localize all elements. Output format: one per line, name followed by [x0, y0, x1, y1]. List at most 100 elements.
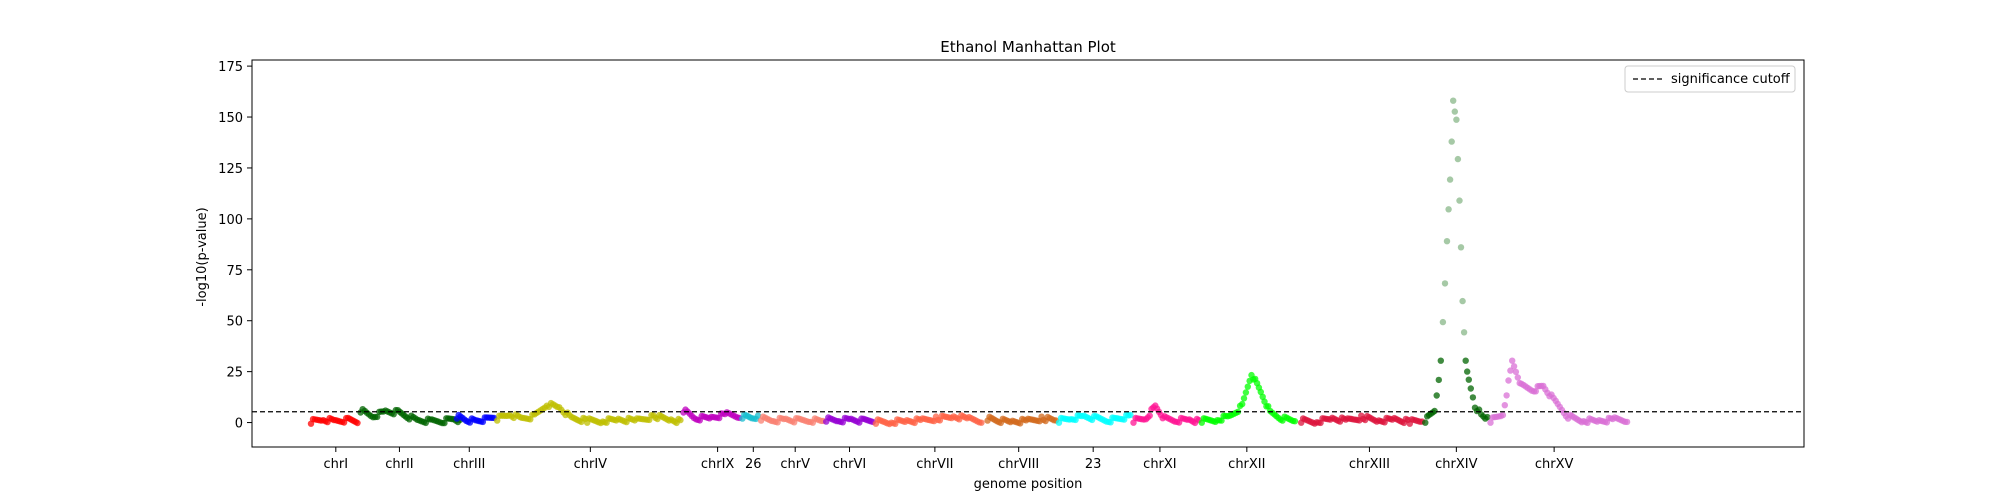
data-point	[1218, 417, 1225, 424]
y-tick-label: 75	[226, 264, 243, 279]
data-point	[1499, 411, 1507, 419]
y-ticks: 0 25 50 75 100 125 150 175	[218, 60, 252, 432]
x-tick-label: chrXV	[1535, 457, 1574, 472]
data-point	[1514, 374, 1522, 381]
data-point	[1448, 138, 1455, 145]
data-point	[1460, 329, 1468, 336]
data-point	[1507, 367, 1514, 374]
data-point	[1435, 376, 1443, 384]
x-tick-label: chrXI	[1143, 457, 1176, 472]
data-point	[1242, 389, 1250, 396]
data-point	[1244, 383, 1252, 390]
data-point	[1433, 392, 1440, 399]
data-point	[1240, 395, 1248, 402]
series-chrVIII	[984, 413, 1060, 427]
data-point	[1431, 407, 1438, 415]
data-point	[1532, 388, 1540, 395]
series-26	[739, 411, 762, 423]
x-tick-label: chrI	[324, 457, 349, 472]
data-point	[1257, 388, 1265, 396]
series-chrXII	[1198, 371, 1299, 426]
data-point	[1456, 197, 1463, 204]
x-axis-label: genome position	[974, 477, 1083, 492]
series-chrVII	[872, 412, 985, 428]
data-point	[1503, 392, 1510, 399]
series-chrIV	[494, 399, 684, 427]
x-tick-label: chrIX	[701, 457, 735, 472]
data-point	[1512, 368, 1520, 376]
data-point	[1484, 413, 1491, 421]
data-point	[1146, 412, 1153, 419]
series-chrII	[357, 406, 464, 427]
chart-title: Ethanol Manhattan Plot	[940, 38, 1116, 56]
data-point	[1623, 418, 1631, 426]
data-point	[1441, 280, 1449, 287]
data-point	[1422, 419, 1429, 426]
x-tick-label: chrV	[780, 457, 810, 472]
data-point	[1501, 402, 1509, 409]
series-chrXI	[1130, 402, 1202, 427]
legend-box	[1624, 65, 1796, 93]
y-tick-label: 100	[218, 213, 243, 228]
x-tick-label: chrVIII	[998, 457, 1039, 472]
data-point	[1239, 400, 1246, 408]
plot-frame	[251, 59, 1805, 448]
y-tick-label: 125	[218, 162, 243, 177]
data-point	[1291, 418, 1299, 425]
x-ticks: chrI chrII chrIII chrIV chrIX 26 chrV chrVI chrV…	[324, 447, 1574, 472]
data-point	[1453, 116, 1460, 123]
data-point	[1439, 318, 1447, 326]
data-point	[1462, 357, 1469, 364]
data-point	[1465, 376, 1473, 383]
y-tick-label: 150	[218, 111, 243, 126]
data-point	[1509, 357, 1516, 364]
y-axis-label: -log10(p-value)	[195, 207, 210, 306]
data-point	[1259, 393, 1266, 400]
x-tick-label: chrIV	[574, 457, 608, 472]
data-point	[1450, 97, 1457, 104]
y-tick-label: 0	[235, 417, 243, 432]
data-point	[1487, 419, 1494, 426]
points-layer	[307, 97, 1631, 428]
data-point	[1454, 155, 1462, 163]
series-chrXV	[1487, 357, 1631, 426]
data-point	[754, 412, 762, 419]
data-point	[1261, 398, 1268, 405]
x-tick-label: chrXIII	[1349, 457, 1390, 472]
x-tick-label: 26	[745, 457, 762, 472]
series-chrXIV	[1422, 97, 1491, 426]
data-point	[1510, 363, 1518, 370]
data-point	[374, 413, 381, 421]
x-tick-label: 23	[1085, 457, 1102, 472]
x-tick-label: chrIII	[453, 457, 485, 472]
data-point	[1437, 357, 1445, 364]
y-tick-label: 175	[218, 60, 243, 75]
series-chrIX	[680, 406, 743, 424]
data-point	[1464, 368, 1471, 375]
series-chrXIII	[1298, 412, 1426, 427]
series-23	[1055, 411, 1134, 426]
data-point	[1457, 244, 1465, 251]
x-tick-label: chrII	[385, 457, 413, 472]
legend: significance cutoff	[1624, 65, 1796, 93]
data-point	[494, 417, 501, 424]
data-point	[677, 416, 684, 424]
y-tick-label: 50	[226, 315, 243, 330]
data-point	[1467, 385, 1475, 392]
series-chrV	[757, 413, 827, 426]
x-tick-label: chrVI	[833, 457, 866, 472]
y-tick-label: 25	[226, 366, 243, 381]
data-point	[1451, 108, 1459, 115]
data-point	[1445, 206, 1452, 213]
data-point	[441, 419, 448, 427]
data-point	[1459, 297, 1466, 305]
data-point	[978, 419, 985, 426]
data-point	[1446, 176, 1454, 183]
x-tick-label: chrXII	[1228, 457, 1265, 472]
data-point	[354, 419, 361, 427]
data-point	[1127, 411, 1134, 419]
legend-label: significance cutoff	[1671, 72, 1791, 87]
x-tick-label: chrXIV	[1435, 457, 1477, 472]
series-chrIII	[453, 411, 498, 426]
x-tick-label: chrVII	[916, 457, 953, 472]
